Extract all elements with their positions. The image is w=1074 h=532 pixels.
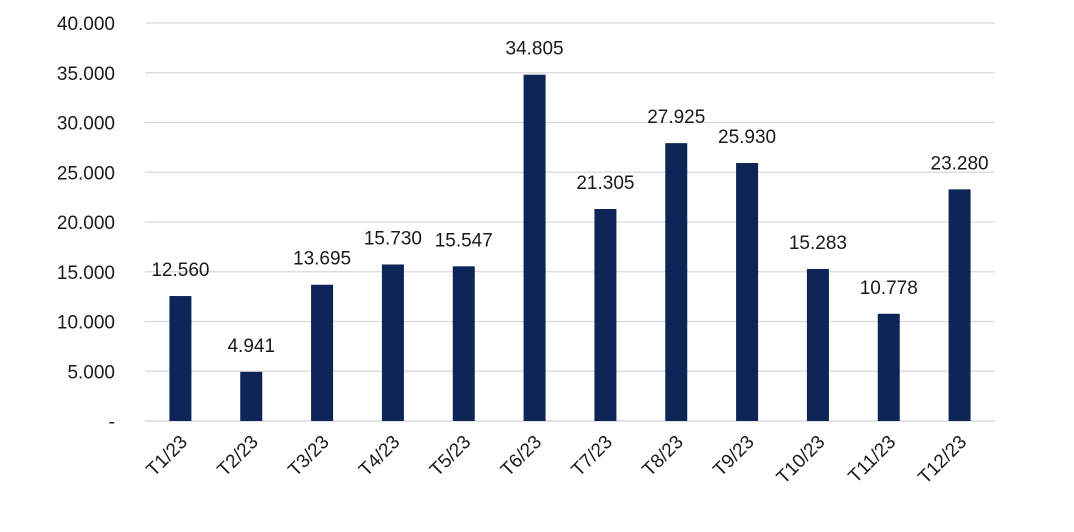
x-tick-label: T1/23 xyxy=(143,432,192,481)
y-tick-label: - xyxy=(109,412,115,433)
y-tick-label: 35.000 xyxy=(57,64,115,85)
x-tick-label: T9/23 xyxy=(709,432,758,481)
x-tick-label: T7/23 xyxy=(568,432,617,481)
y-tick-label: 5.000 xyxy=(67,362,115,383)
x-tick-label: T12/23 xyxy=(914,432,971,489)
bar-T9/23 xyxy=(736,162,759,421)
bar-T4/23 xyxy=(381,264,404,421)
x-tick-label: T5/23 xyxy=(426,432,475,481)
x-tick-label: T6/23 xyxy=(497,432,546,481)
bar-T11/23 xyxy=(877,313,900,421)
bar-T2/23 xyxy=(240,371,263,421)
data-label-T12/23: 23.280 xyxy=(931,153,989,174)
x-tick-label: T2/23 xyxy=(214,432,263,481)
x-tick-label: T11/23 xyxy=(845,432,901,488)
bars xyxy=(169,74,971,422)
y-tick-label: 25.000 xyxy=(57,163,115,184)
bar-T3/23 xyxy=(311,284,334,421)
data-label-T11/23: 10.778 xyxy=(860,278,918,299)
bar-T1/23 xyxy=(169,296,192,421)
data-label-T7/23: 21.305 xyxy=(576,173,634,194)
y-tick-label: 20.000 xyxy=(57,213,115,234)
bar-T10/23 xyxy=(806,268,829,421)
bar-T12/23 xyxy=(948,189,971,421)
y-tick-label: 10.000 xyxy=(57,313,115,334)
bar-T5/23 xyxy=(452,266,475,421)
bar-T8/23 xyxy=(665,143,688,422)
data-label-T6/23: 34.805 xyxy=(506,39,564,60)
data-label-T3/23: 13.695 xyxy=(293,249,351,270)
x-tick-label: T8/23 xyxy=(639,432,688,481)
bar-T7/23 xyxy=(594,209,617,421)
y-tick-label: 40.000 xyxy=(57,14,115,35)
data-label-T2/23: 4.941 xyxy=(227,336,275,357)
gridlines xyxy=(145,22,995,422)
data-labels: 12.560 4.941 13.695 15.730 15.547 34.805 21.30… xyxy=(151,39,988,357)
y-axis-tick-labels: - 5.000 10.000 15.000 20.000 25.000 30.000 35.0… xyxy=(57,14,115,433)
bar-T6/23 xyxy=(523,74,546,421)
data-label-T10/23: 15.283 xyxy=(789,233,847,254)
x-axis-tick-labels: T1/23 T2/23 T3/23 T4/23 T5/23 T6/23 T7/23 T8/23… xyxy=(143,432,971,489)
x-tick-label: T3/23 xyxy=(284,432,333,481)
y-tick-label: 15.000 xyxy=(57,263,115,284)
data-label-T5/23: 15.547 xyxy=(435,230,493,251)
x-tick-label: T10/23 xyxy=(773,432,830,489)
y-tick-label: 30.000 xyxy=(57,114,115,135)
data-label-T8/23: 27.925 xyxy=(647,107,705,128)
data-label-T9/23: 25.930 xyxy=(718,127,776,148)
data-label-T1/23: 12.560 xyxy=(151,260,209,281)
x-tick-label: T4/23 xyxy=(355,432,404,481)
data-label-T4/23: 15.730 xyxy=(364,228,422,249)
